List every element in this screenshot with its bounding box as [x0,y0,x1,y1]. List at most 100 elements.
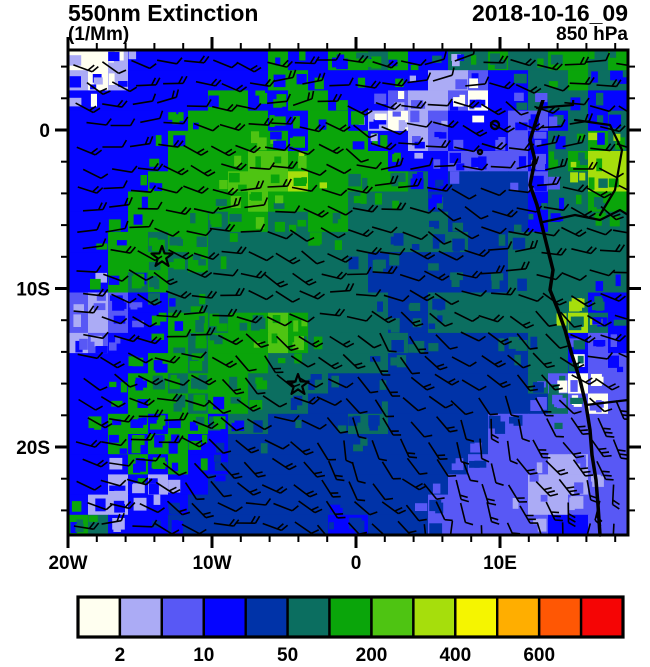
wind-barb [486,374,511,389]
wind-barb [321,479,341,498]
wind-barb [428,395,454,409]
wind-barb [183,185,209,194]
wind-barb [184,55,210,64]
wind-barb [409,289,435,302]
wind-barb [536,134,560,147]
wind-barb [399,356,420,375]
wind-barb [382,417,402,436]
wind-barb [129,136,154,148]
wind-barb [427,441,448,460]
wind-barb [184,482,205,501]
wind-barb [217,334,244,346]
wind-barb [507,354,531,369]
wind-barb [410,376,435,391]
wind-barb [490,463,504,486]
wind-barb [372,60,399,69]
wind-barb [262,395,288,408]
wind-barb [535,481,559,497]
wind-barb [101,512,125,525]
wind-barb [589,269,616,277]
wind-barb [248,289,274,301]
wind-barb [381,501,407,515]
wind-barb [294,396,320,405]
wind-barb [130,432,156,441]
wind-barb [83,288,109,297]
wind-barb [586,523,592,535]
wind-barb [136,453,162,462]
wind-barb [158,139,184,148]
wind-barb [410,157,434,170]
wind-barb [165,290,192,299]
wind-barb [612,229,628,234]
wind-barb [432,120,459,129]
wind-barb [351,461,366,484]
wind-barb [561,522,564,535]
wind-barb [111,293,137,304]
wind-barb [272,160,298,169]
wind-barb [249,162,275,170]
wind-barb [352,204,379,213]
wind-barb [267,178,292,188]
wind-barb [490,418,500,444]
wind-barb [113,334,140,343]
wind-barb [424,270,450,281]
wind-barb [407,72,432,84]
wind-barb [318,356,343,370]
wind-barb [290,355,316,368]
wind-barb [383,294,410,302]
colorbar-tick-label: 10 [193,645,214,666]
wind-barb [87,417,113,429]
wind-barb [348,481,366,502]
wind-barb [264,439,290,450]
wind-barb [105,220,129,233]
wind-barb [163,165,189,176]
wind-barb [537,62,563,71]
wind-barb [460,419,475,443]
wind-barb [316,396,343,407]
wind-barb [481,141,508,151]
lon-tick-label: 10E [483,553,517,574]
wind-barb [299,290,325,300]
wind-barb [321,188,348,197]
wind-barb [479,438,490,463]
wind-barb [506,440,518,465]
wind-barb [220,287,245,297]
wind-barb [427,98,453,107]
plot-title: 550nm Extinction [68,0,259,26]
wind-barb [506,522,521,535]
wind-barb [319,308,346,317]
wind-barb [356,288,382,297]
wind-barb [560,311,583,328]
wind-barb [455,479,470,503]
wind-barb [76,264,102,273]
wind-barb [375,101,402,111]
wind-barb [290,441,314,456]
wind-barb [163,116,189,125]
wind-barb [320,227,346,239]
wind-barb [235,515,261,524]
wind-barb [245,498,272,506]
wind-barb [275,335,299,352]
wind-barb [181,523,207,535]
wind-barb [275,290,301,303]
wind-barb [236,61,262,73]
wind-barb [328,378,354,389]
wind-barb [558,399,582,415]
country-border [573,118,624,217]
wind-barb [464,249,490,258]
wind-barb [109,414,135,423]
wind-barb [100,396,126,408]
wind-barb [236,398,261,412]
wind-barb [109,459,135,467]
wind-barb [135,336,162,345]
wind-barb [488,241,513,251]
wind-barb [508,227,534,236]
wind-barb [211,356,238,368]
wind-barb [504,395,520,418]
wind-barb [267,231,294,240]
wind-barb [571,246,597,255]
wind-barb [347,105,373,116]
wind-barb [480,264,506,275]
wind-barb [76,480,102,491]
wind-barb [434,292,460,306]
